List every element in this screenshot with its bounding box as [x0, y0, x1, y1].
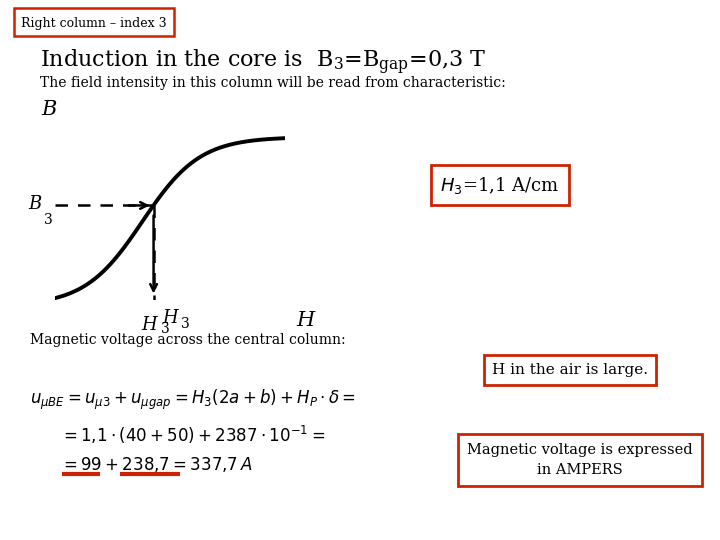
Bar: [14, 8, 174, 36]
Text: $= 1{,}1 \cdot \left(40+50\right) + 2387 \cdot 10^{-1} =$: $= 1{,}1 \cdot \left(40+50\right) + 2387…: [60, 424, 325, 446]
Text: Induction in the core is  $\mathregular{B_3}$=$\mathregular{B_{gap}}$=0,3 T: Induction in the core is $\mathregular{B…: [40, 48, 486, 77]
Text: Right column – index 3: Right column – index 3: [21, 17, 167, 30]
Text: H in the air is large.: H in the air is large.: [492, 363, 648, 377]
Text: H: H: [162, 309, 178, 327]
Text: B: B: [41, 100, 57, 119]
Text: $u_{\mu BE} = u_{\mu 3} + u_{\mu gap} = H_3\left(2a+b\right)+ H_P \cdot \delta =: $u_{\mu BE} = u_{\mu 3} + u_{\mu gap} = …: [30, 388, 356, 412]
Text: 3: 3: [181, 317, 190, 331]
Text: H: H: [297, 311, 315, 330]
Text: 3: 3: [161, 322, 169, 336]
Text: Magnetic voltage is expressed
in AMPERS: Magnetic voltage is expressed in AMPERS: [467, 443, 693, 477]
Text: 3: 3: [44, 213, 53, 227]
Text: H: H: [141, 316, 157, 334]
Text: The field intensity in this column will be read from characteristic:: The field intensity in this column will …: [40, 76, 505, 90]
Text: Magnetic voltage across the central column:: Magnetic voltage across the central colu…: [30, 333, 346, 347]
Text: $H_3$=1,1 A/cm: $H_3$=1,1 A/cm: [441, 174, 559, 195]
Text: B: B: [28, 194, 41, 213]
Text: $= 99 + 238{,}7 = 337{,}7\,A$: $= 99 + 238{,}7 = 337{,}7\,A$: [60, 456, 253, 475]
